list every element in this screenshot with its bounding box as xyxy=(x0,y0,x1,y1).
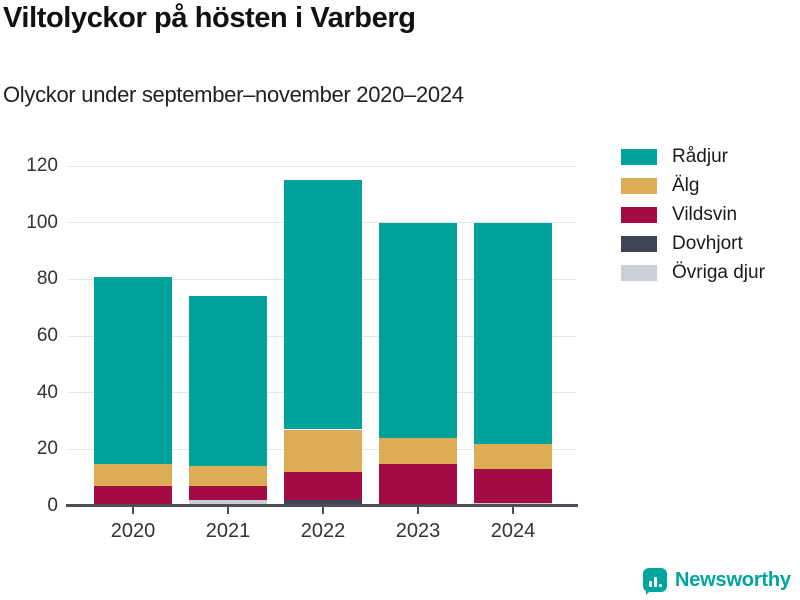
y-tick-label: 40 xyxy=(36,381,58,403)
y-tick-label: 0 xyxy=(47,495,58,516)
x-tick-label: 2021 xyxy=(205,520,251,542)
chart-title: Viltolyckor på hösten i Varberg xyxy=(3,2,416,34)
chart-subtitle: Olyckor under september–november 2020–20… xyxy=(3,82,464,107)
x-axis-tick xyxy=(512,507,514,514)
y-tick-label: 120 xyxy=(26,155,58,176)
y-tick-label: 80 xyxy=(36,268,58,290)
bar-segment-2023 xyxy=(379,463,457,506)
bar-segment-2024 xyxy=(474,443,552,470)
bar-segment-2023 xyxy=(379,222,457,438)
legend-item-radjur: Rådjur xyxy=(621,145,765,167)
x-tick-label: 2020 xyxy=(110,520,156,542)
x-axis-tick xyxy=(322,507,324,514)
logo-dot-icon xyxy=(658,584,662,587)
brand-name: Newsworthy xyxy=(675,568,791,591)
logo-bar-icon xyxy=(648,581,652,587)
legend: Rådjur Älg Vildsvin Dovhjort Övriga djur xyxy=(621,145,765,293)
x-tick-label: 2024 xyxy=(490,520,536,542)
legend-item-vildsvin: Vildsvin xyxy=(621,203,765,225)
x-axis-tick xyxy=(417,507,419,514)
y-tick-label: 60 xyxy=(36,325,58,346)
x-tick-label: 2023 xyxy=(395,520,441,542)
newsworthy-logo-icon xyxy=(643,568,667,592)
bar-segment-2020 xyxy=(94,463,172,487)
legend-label: Rådjur xyxy=(672,145,728,167)
gridline xyxy=(68,165,576,167)
legend-swatch-ovriga-djur xyxy=(621,264,657,281)
legend-swatch-alg xyxy=(621,177,657,194)
x-axis-tick xyxy=(132,507,134,514)
x-axis-tick xyxy=(227,507,229,514)
legend-item-ovriga-djur: Övriga djur xyxy=(621,261,765,283)
bar-segment-2021 xyxy=(189,486,267,501)
bar-segment-2021 xyxy=(189,500,267,506)
y-tick-label: 100 xyxy=(26,211,58,233)
legend-label: Älg xyxy=(672,174,700,196)
bar-segment-2022 xyxy=(284,429,362,472)
bar-segment-2024 xyxy=(474,222,552,444)
bar-segment-2022 xyxy=(284,180,362,430)
bar-segment-2021 xyxy=(189,466,267,487)
legend-swatch-dovhjort xyxy=(621,235,657,252)
x-tick-label: 2022 xyxy=(300,520,346,542)
y-tick-label: 20 xyxy=(36,438,58,460)
legend-swatch-vildsvin xyxy=(621,206,657,223)
bar-segment-2022 xyxy=(284,472,362,501)
brand-link[interactable]: Newsworthy xyxy=(643,567,791,593)
bar-segment-2020 xyxy=(94,486,172,506)
legend-item-dovhjort: Dovhjort xyxy=(621,232,765,254)
legend-label: Dovhjort xyxy=(672,232,743,254)
bar-segment-2023 xyxy=(379,438,457,464)
legend-label: Vildsvin xyxy=(672,203,738,225)
bar-segment-2022 xyxy=(284,500,362,506)
legend-label: Övriga djur xyxy=(672,261,765,283)
bar-segment-2021 xyxy=(189,296,267,467)
bar-segment-2020 xyxy=(94,276,172,464)
logo-bar-icon xyxy=(653,577,657,587)
x-axis-line xyxy=(66,504,578,507)
legend-item-alg: Älg xyxy=(621,174,765,196)
legend-swatch-radjur xyxy=(621,148,657,165)
bar-segment-2024 xyxy=(474,469,552,504)
